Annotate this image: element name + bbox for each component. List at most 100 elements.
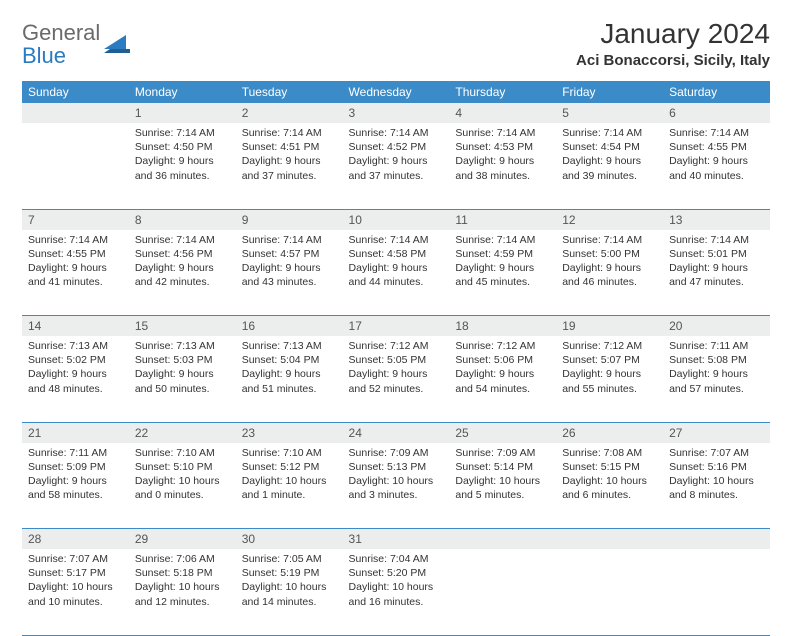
sunrise-text: Sunrise: 7:14 AM: [242, 126, 337, 140]
day-number-cell: 27: [663, 422, 770, 443]
day-info: Sunrise: 7:09 AMSunset: 5:14 PMDaylight:…: [449, 443, 556, 509]
sunrise-text: Sunrise: 7:04 AM: [349, 552, 444, 566]
weekday-header: Saturday: [663, 81, 770, 103]
sunset-text: Sunset: 4:57 PM: [242, 247, 337, 261]
daylight-text: Daylight: 9 hours and 37 minutes.: [349, 154, 444, 182]
day-cell: Sunrise: 7:12 AMSunset: 5:05 PMDaylight:…: [343, 336, 450, 422]
sunset-text: Sunset: 5:12 PM: [242, 460, 337, 474]
daylight-text: Daylight: 9 hours and 55 minutes.: [562, 367, 657, 395]
daylight-text: Daylight: 10 hours and 0 minutes.: [135, 474, 230, 502]
day-info: Sunrise: 7:11 AMSunset: 5:08 PMDaylight:…: [663, 336, 770, 402]
day-cell: Sunrise: 7:13 AMSunset: 5:02 PMDaylight:…: [22, 336, 129, 422]
day-number-row: 14151617181920: [22, 316, 770, 337]
daylight-text: Daylight: 9 hours and 38 minutes.: [455, 154, 550, 182]
day-info: Sunrise: 7:12 AMSunset: 5:07 PMDaylight:…: [556, 336, 663, 402]
daylight-text: Daylight: 9 hours and 48 minutes.: [28, 367, 123, 395]
day-cell: [22, 123, 129, 209]
sunrise-text: Sunrise: 7:14 AM: [242, 233, 337, 247]
daylight-text: Daylight: 10 hours and 5 minutes.: [455, 474, 550, 502]
day-number-cell: 2: [236, 103, 343, 123]
day-number-cell: 19: [556, 316, 663, 337]
logo-triangle-icon: [104, 33, 130, 58]
daylight-text: Daylight: 10 hours and 8 minutes.: [669, 474, 764, 502]
day-info: Sunrise: 7:14 AMSunset: 4:50 PMDaylight:…: [129, 123, 236, 189]
day-number-cell: 20: [663, 316, 770, 337]
day-info: Sunrise: 7:14 AMSunset: 4:55 PMDaylight:…: [22, 230, 129, 296]
sunrise-text: Sunrise: 7:10 AM: [135, 446, 230, 460]
sunrise-text: Sunrise: 7:07 AM: [28, 552, 123, 566]
day-number-cell: 4: [449, 103, 556, 123]
daylight-text: Daylight: 9 hours and 47 minutes.: [669, 261, 764, 289]
day-info: Sunrise: 7:13 AMSunset: 5:03 PMDaylight:…: [129, 336, 236, 402]
sunset-text: Sunset: 5:09 PM: [28, 460, 123, 474]
sunrise-text: Sunrise: 7:07 AM: [669, 446, 764, 460]
weekday-header: Friday: [556, 81, 663, 103]
sunset-text: Sunset: 4:53 PM: [455, 140, 550, 154]
month-title: January 2024: [576, 18, 770, 50]
daylight-text: Daylight: 9 hours and 44 minutes.: [349, 261, 444, 289]
daylight-text: Daylight: 10 hours and 10 minutes.: [28, 580, 123, 608]
day-info: Sunrise: 7:14 AMSunset: 4:53 PMDaylight:…: [449, 123, 556, 189]
daylight-text: Daylight: 10 hours and 3 minutes.: [349, 474, 444, 502]
day-info: Sunrise: 7:14 AMSunset: 5:00 PMDaylight:…: [556, 230, 663, 296]
weekday-header: Monday: [129, 81, 236, 103]
sunset-text: Sunset: 4:50 PM: [135, 140, 230, 154]
sunset-text: Sunset: 5:01 PM: [669, 247, 764, 261]
day-cell: Sunrise: 7:14 AMSunset: 5:01 PMDaylight:…: [663, 230, 770, 316]
daylight-text: Daylight: 9 hours and 40 minutes.: [669, 154, 764, 182]
sunrise-text: Sunrise: 7:14 AM: [455, 233, 550, 247]
daylight-text: Daylight: 9 hours and 51 minutes.: [242, 367, 337, 395]
sunrise-text: Sunrise: 7:05 AM: [242, 552, 337, 566]
day-cell: Sunrise: 7:09 AMSunset: 5:14 PMDaylight:…: [449, 443, 556, 529]
day-cell: Sunrise: 7:14 AMSunset: 5:00 PMDaylight:…: [556, 230, 663, 316]
day-number-row: 21222324252627: [22, 422, 770, 443]
weekday-header: Tuesday: [236, 81, 343, 103]
day-info: Sunrise: 7:14 AMSunset: 4:59 PMDaylight:…: [449, 230, 556, 296]
sunset-text: Sunset: 5:15 PM: [562, 460, 657, 474]
day-info: Sunrise: 7:04 AMSunset: 5:20 PMDaylight:…: [343, 549, 450, 615]
day-number-cell: 3: [343, 103, 450, 123]
sunrise-text: Sunrise: 7:14 AM: [669, 233, 764, 247]
sunset-text: Sunset: 4:54 PM: [562, 140, 657, 154]
day-number-cell: 29: [129, 529, 236, 550]
day-number-cell: 21: [22, 422, 129, 443]
daylight-text: Daylight: 9 hours and 58 minutes.: [28, 474, 123, 502]
weekday-header: Thursday: [449, 81, 556, 103]
day-info: Sunrise: 7:09 AMSunset: 5:13 PMDaylight:…: [343, 443, 450, 509]
sunset-text: Sunset: 5:03 PM: [135, 353, 230, 367]
day-number-cell: 6: [663, 103, 770, 123]
day-info: Sunrise: 7:10 AMSunset: 5:10 PMDaylight:…: [129, 443, 236, 509]
day-cell: Sunrise: 7:09 AMSunset: 5:13 PMDaylight:…: [343, 443, 450, 529]
sunset-text: Sunset: 5:13 PM: [349, 460, 444, 474]
sunrise-text: Sunrise: 7:09 AM: [349, 446, 444, 460]
day-info: Sunrise: 7:14 AMSunset: 4:58 PMDaylight:…: [343, 230, 450, 296]
sunrise-text: Sunrise: 7:12 AM: [349, 339, 444, 353]
day-info: Sunrise: 7:06 AMSunset: 5:18 PMDaylight:…: [129, 549, 236, 615]
day-cell: Sunrise: 7:12 AMSunset: 5:07 PMDaylight:…: [556, 336, 663, 422]
daylight-text: Daylight: 9 hours and 50 minutes.: [135, 367, 230, 395]
day-info: Sunrise: 7:12 AMSunset: 5:06 PMDaylight:…: [449, 336, 556, 402]
day-cell: Sunrise: 7:14 AMSunset: 4:54 PMDaylight:…: [556, 123, 663, 209]
weekday-header: Wednesday: [343, 81, 450, 103]
sunset-text: Sunset: 5:08 PM: [669, 353, 764, 367]
sunrise-text: Sunrise: 7:14 AM: [135, 126, 230, 140]
day-number-cell: 16: [236, 316, 343, 337]
logo-word-general: General: [22, 20, 100, 45]
day-info: Sunrise: 7:14 AMSunset: 4:56 PMDaylight:…: [129, 230, 236, 296]
sunset-text: Sunset: 5:02 PM: [28, 353, 123, 367]
location-label: Aci Bonaccorsi, Sicily, Italy: [576, 52, 770, 69]
sunset-text: Sunset: 5:20 PM: [349, 566, 444, 580]
sunrise-text: Sunrise: 7:14 AM: [135, 233, 230, 247]
day-cell: Sunrise: 7:14 AMSunset: 4:59 PMDaylight:…: [449, 230, 556, 316]
day-number-cell: 24: [343, 422, 450, 443]
sunrise-text: Sunrise: 7:12 AM: [562, 339, 657, 353]
day-number-cell: 30: [236, 529, 343, 550]
daylight-text: Daylight: 9 hours and 42 minutes.: [135, 261, 230, 289]
daylight-text: Daylight: 9 hours and 57 minutes.: [669, 367, 764, 395]
day-number-cell: 17: [343, 316, 450, 337]
daylight-text: Daylight: 9 hours and 52 minutes.: [349, 367, 444, 395]
day-info-row: Sunrise: 7:13 AMSunset: 5:02 PMDaylight:…: [22, 336, 770, 422]
day-info: Sunrise: 7:13 AMSunset: 5:02 PMDaylight:…: [22, 336, 129, 402]
sunrise-text: Sunrise: 7:13 AM: [242, 339, 337, 353]
day-number-cell: [556, 529, 663, 550]
